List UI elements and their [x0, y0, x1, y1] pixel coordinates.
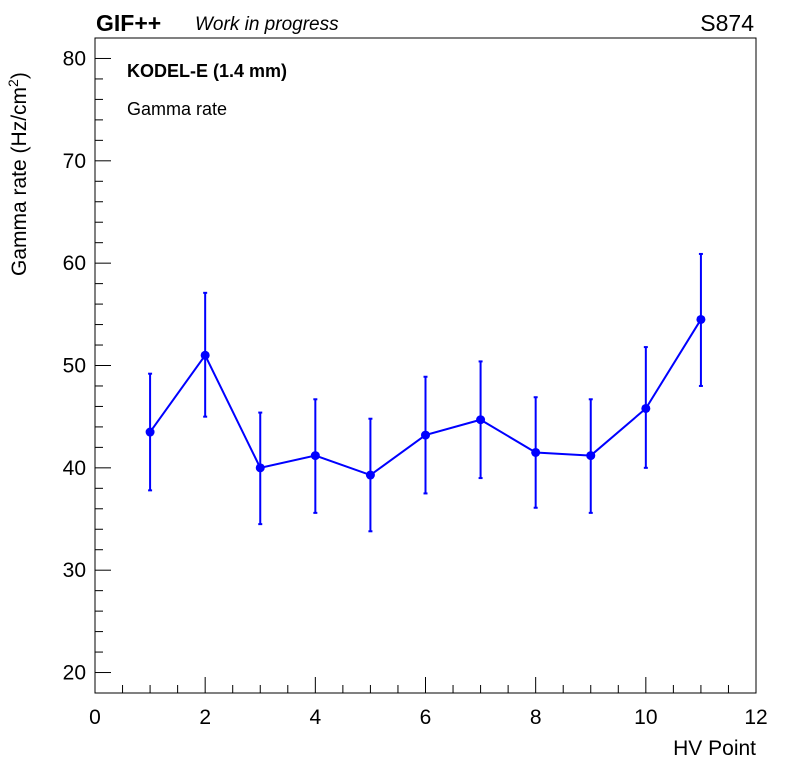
- data-point: [641, 403, 651, 413]
- legend-title: KODEL-E (1.4 mm): [127, 61, 287, 81]
- x-tick-label: 4: [309, 706, 321, 729]
- legend-entry: Gamma rate: [127, 99, 227, 119]
- y-tick-label: 50: [63, 355, 86, 378]
- data-point: [531, 447, 541, 457]
- data-point: [145, 427, 155, 437]
- data-point: [365, 470, 375, 480]
- data-point: [421, 430, 430, 440]
- x-tick-label: 12: [744, 706, 767, 729]
- run-label: S874: [700, 10, 754, 36]
- y-tick-label: 30: [63, 559, 86, 582]
- experiment-label: GIF++: [96, 10, 161, 36]
- x-axis-label: HV Point: [673, 737, 756, 760]
- data-point: [200, 350, 210, 360]
- y-axis: 20 30 40 50 60 70 80: [63, 37, 111, 694]
- x-tick-label: 8: [530, 706, 542, 729]
- data-point: [476, 415, 486, 425]
- x-tick-label: 2: [199, 706, 211, 729]
- data-point: [310, 451, 320, 461]
- y-axis-label: Gamma rate (Hz/cm2): [5, 72, 31, 276]
- series-layer: [145, 252, 706, 533]
- y-tick-label: 20: [63, 662, 86, 685]
- status-label: Work in progress: [195, 14, 339, 35]
- x-tick-label: 10: [634, 706, 657, 729]
- y-tick-label: 60: [63, 252, 86, 275]
- y-tick-label: 40: [63, 457, 86, 480]
- data-point: [255, 463, 265, 473]
- data-point: [696, 314, 706, 324]
- plot-frame: [94, 37, 757, 694]
- x-tick-label: 0: [89, 706, 101, 729]
- x-tick-label: 6: [420, 706, 432, 729]
- x-axis: 0 2 4 6 8 10 12: [89, 677, 768, 729]
- data-point: [586, 451, 596, 461]
- y-tick-label: 70: [63, 150, 86, 173]
- y-tick-label: 80: [63, 47, 86, 70]
